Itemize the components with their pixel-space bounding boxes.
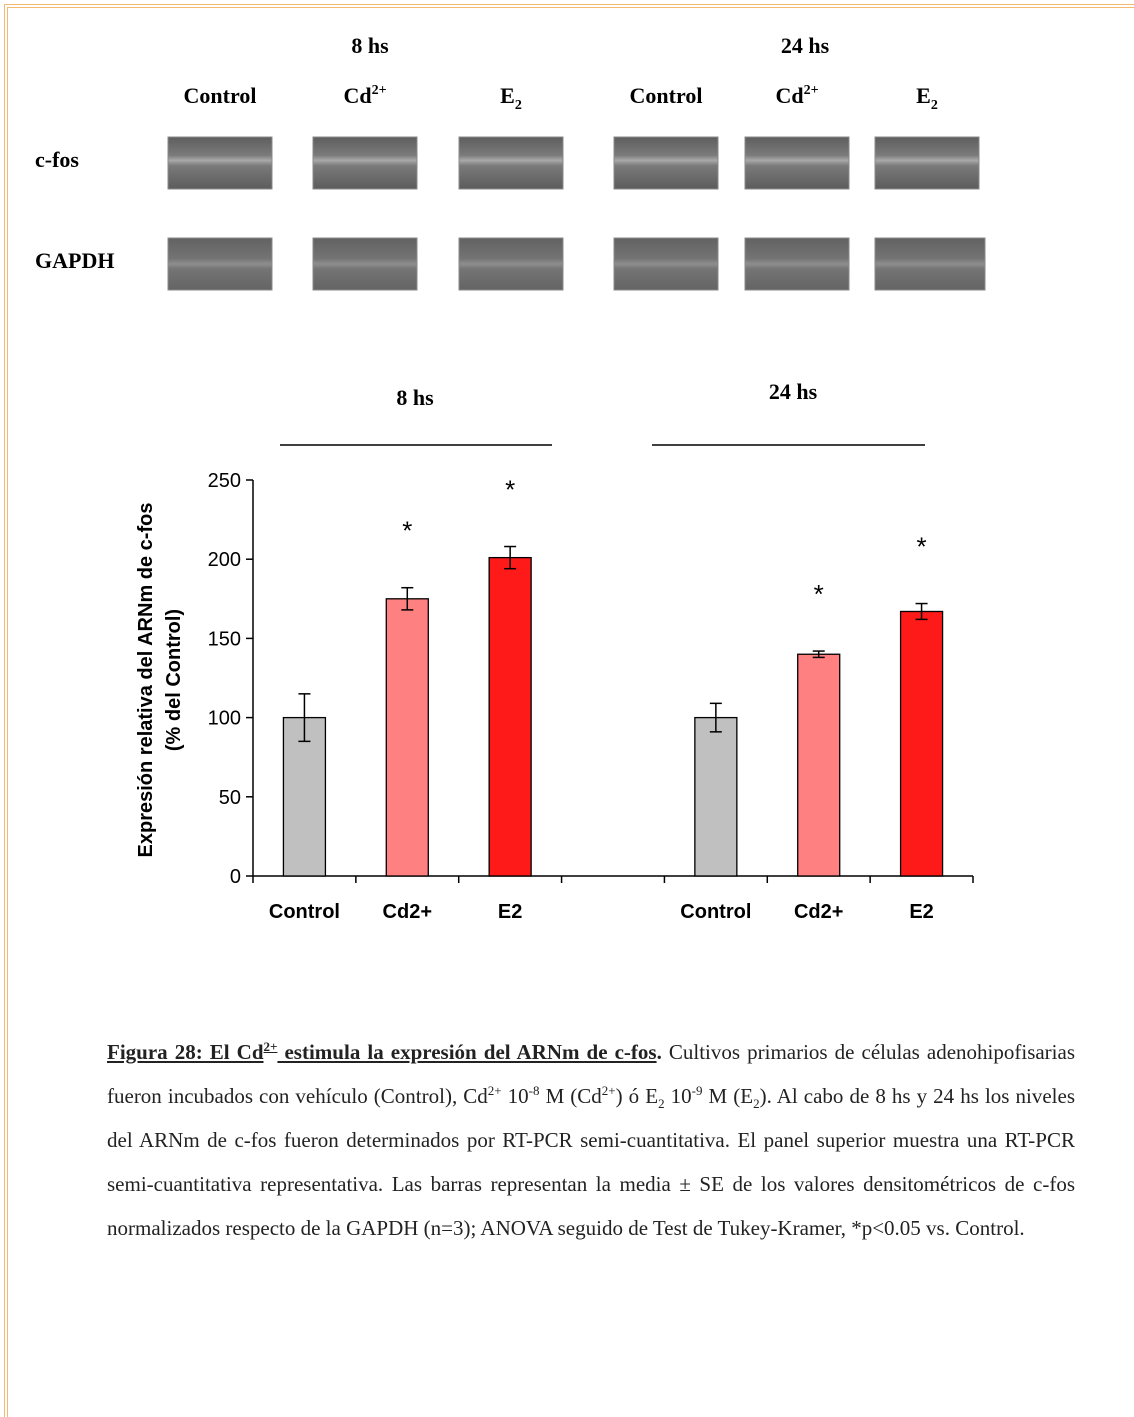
- caption: Figura 28: El Cd2+ estimula la expresión…: [107, 1030, 1075, 1250]
- gel-lane-label: Cd2+: [775, 83, 818, 108]
- y-tick-label: 150: [208, 628, 241, 650]
- x-tick-label: Control: [680, 901, 751, 923]
- x-tick-label: Control: [269, 901, 340, 923]
- label-part: E: [916, 83, 931, 108]
- caption-run: -9: [692, 1083, 703, 1098]
- y-tick-label: 0: [230, 866, 241, 888]
- gel-band: [745, 137, 849, 189]
- label-part: Control: [630, 83, 703, 108]
- caption-run: 10: [665, 1084, 692, 1108]
- label-part: (% del Control): [163, 609, 185, 751]
- label-part: 2: [515, 98, 522, 113]
- gel-lane-label: E2: [916, 83, 938, 113]
- x-tick-label: Cd2+: [794, 901, 843, 923]
- y-tick-label: 50: [219, 787, 241, 809]
- gel-band: [313, 137, 417, 189]
- x-tick-label: Cd2+: [383, 901, 432, 923]
- x-tick-label: E2: [498, 901, 522, 923]
- significance-mark: *: [814, 579, 824, 609]
- bar: [489, 558, 531, 876]
- bar: [798, 654, 840, 876]
- bar: [386, 599, 428, 876]
- caption-run: 2+: [602, 1083, 616, 1098]
- significance-mark: *: [505, 475, 515, 505]
- gel-band: [168, 137, 272, 189]
- gel-lane-label: Cd2+: [343, 83, 386, 108]
- caption-run: 10: [502, 1084, 529, 1108]
- significance-mark: *: [402, 516, 412, 546]
- gel-band: [614, 238, 718, 290]
- group-label: 8 hs: [396, 385, 434, 410]
- significance-mark: *: [917, 532, 927, 562]
- caption-run: M (E: [702, 1084, 753, 1108]
- label-part: 2: [931, 98, 938, 113]
- label-part: Cd: [775, 83, 803, 108]
- caption-run: Figura 28: El Cd: [107, 1040, 264, 1064]
- label-part: Control: [184, 83, 257, 108]
- y-tick-label: 250: [208, 470, 241, 492]
- gel-band: [875, 137, 979, 189]
- gel-band: [875, 238, 985, 290]
- y-tick-label: 100: [208, 708, 241, 730]
- y-tick-label: 200: [208, 549, 241, 571]
- gel-group-label: 24 hs: [781, 33, 830, 58]
- x-tick-label: E2: [909, 901, 933, 923]
- label-part: 2+: [372, 83, 387, 98]
- bar: [901, 611, 943, 876]
- label-part: E: [500, 83, 515, 108]
- gel-row-label: c-fos: [35, 147, 79, 172]
- group-label: 24 hs: [769, 379, 818, 404]
- caption-run: ) ó E: [616, 1084, 658, 1108]
- bar: [695, 718, 737, 876]
- caption-run: 2+: [264, 1039, 278, 1054]
- label-part: Cd: [343, 83, 371, 108]
- label-part: 2+: [804, 83, 819, 98]
- gel-group-label: 8 hs: [351, 33, 389, 58]
- gel-band: [313, 238, 417, 290]
- label-part: Expresión relativa del ARNm de c-fos: [135, 503, 157, 858]
- gel-band: [614, 137, 718, 189]
- gel-band: [459, 238, 563, 290]
- page: 8 hs24 hsControlCd2+E2ControlCd2+E2c-fos…: [0, 0, 1134, 1417]
- gel-band: [168, 238, 272, 290]
- caption-run: estimula la expresión del ARNm de c-fos: [277, 1040, 656, 1064]
- gel-row-label: GAPDH: [35, 248, 114, 273]
- gel-lane-label: Control: [184, 83, 257, 108]
- caption-run: M (Cd: [540, 1084, 602, 1108]
- caption-run: 2+: [488, 1083, 502, 1098]
- gel-band: [459, 137, 563, 189]
- caption-run: -8: [529, 1083, 540, 1098]
- y-axis-label: Expresión relativa del ARNm de c-fos (% d…: [135, 503, 185, 858]
- gel-lane-label: Control: [630, 83, 703, 108]
- gel-band: [745, 238, 849, 290]
- gel-lane-label: E2: [500, 83, 522, 113]
